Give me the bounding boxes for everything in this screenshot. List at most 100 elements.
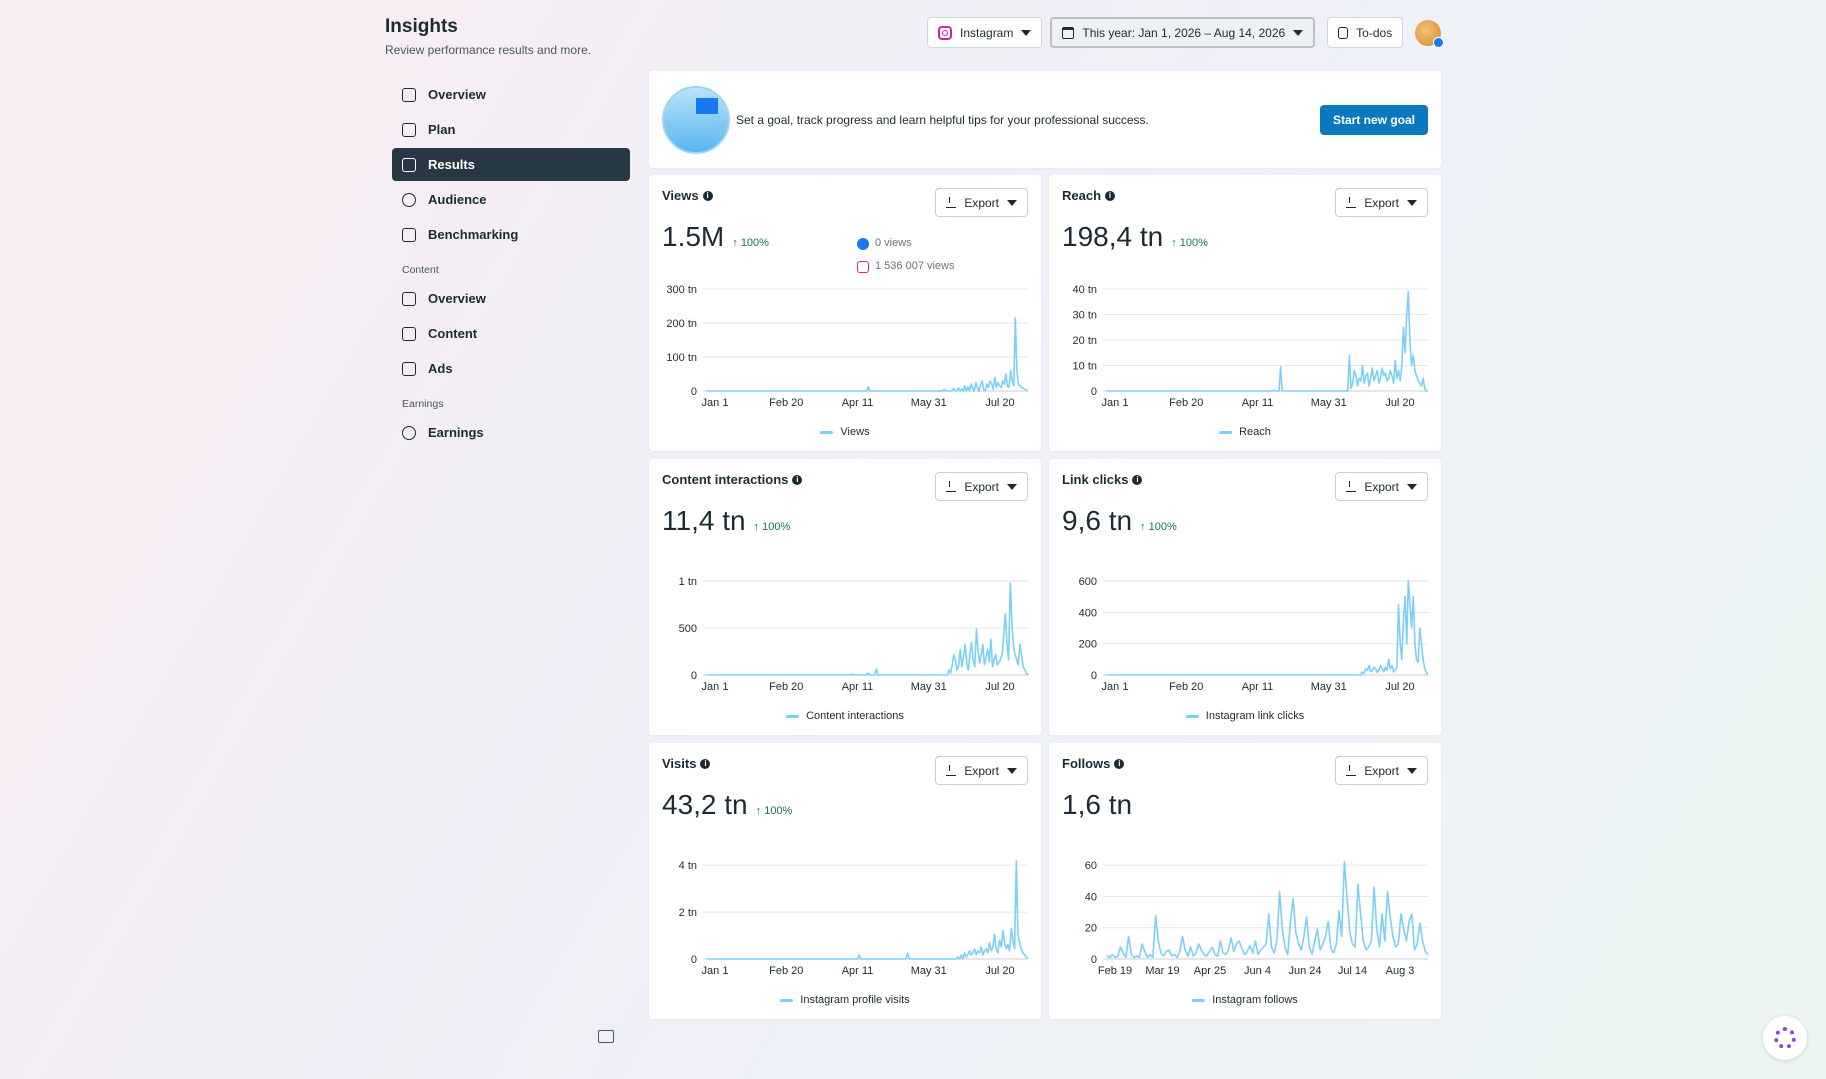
chevron-down-icon <box>1407 767 1417 774</box>
export-button[interactable]: Export <box>1335 188 1428 217</box>
chart-legend: Instagram link clicks <box>1049 710 1441 722</box>
y-tick-label: 100 tn <box>666 352 697 364</box>
export-label: Export <box>1364 763 1399 778</box>
benchmarking-icon <box>402 227 416 242</box>
goal-text: Set a goal, track progress and learn hel… <box>736 112 1149 127</box>
sidebar-item-content-overview[interactable]: Overview <box>392 282 630 315</box>
link-clicks-chart: 0 200 400 600 Jan 1 Feb 20 Apr 11 May 31 Jul 20 <box>1079 576 1429 693</box>
x-tick-label: Apr 11 <box>842 397 874 409</box>
chevron-down-icon <box>1007 483 1017 490</box>
flag-icon <box>696 97 718 114</box>
export-button[interactable]: Export <box>1335 756 1428 785</box>
x-tick-label: Jul 20 <box>985 681 1014 693</box>
facebook-icon <box>857 237 869 250</box>
y-tick-label: 0 <box>1091 670 1097 682</box>
chart-legend: Instagram profile visits <box>649 994 1041 1006</box>
x-tick-label: Apr 25 <box>1194 965 1226 977</box>
dollar-icon <box>402 425 416 440</box>
sidebar-item-ads[interactable]: Ads <box>392 352 630 385</box>
chart-legend: Instagram follows <box>1049 994 1441 1006</box>
info-icon[interactable]: i <box>1105 190 1116 201</box>
download-icon <box>1346 480 1357 492</box>
x-tick-label: May 31 <box>911 397 947 409</box>
x-tick-label: Jan 1 <box>702 397 729 409</box>
chart-legend: Content interactions <box>649 710 1041 722</box>
x-tick-label: Jul 20 <box>985 397 1014 409</box>
y-tick-label: 200 <box>1079 639 1097 651</box>
y-tick-label: 2 tn <box>679 907 697 919</box>
todos-button[interactable]: To-dos <box>1327 17 1404 48</box>
x-tick-label: May 31 <box>1311 681 1347 693</box>
x-tick-label: Jul 14 <box>1338 965 1367 977</box>
series-line <box>1106 860 1429 959</box>
export-button[interactable]: Export <box>935 188 1028 217</box>
avatar[interactable] <box>1415 19 1445 48</box>
x-tick-label: Jun 4 <box>1244 965 1271 977</box>
goal-banner: Set a goal, track progress and learn hel… <box>649 71 1441 168</box>
chart-legend: Reach <box>1049 426 1441 438</box>
y-tick-label: 300 tn <box>666 284 697 296</box>
reach-chart: 0 10 tn 20 tn 30 tn 40 tn Jan 1 Feb 20 Apr 11 Ma… <box>1073 284 1428 409</box>
x-tick-label: Jan 1 <box>702 681 729 693</box>
platform-selector[interactable]: Instagram <box>927 17 1043 48</box>
legend-label: Views <box>840 426 870 438</box>
info-icon[interactable]: i <box>702 190 713 201</box>
metric-delta: 100% <box>732 237 769 249</box>
date-range-selector[interactable]: This year: Jan 1, 2026 – Aug 14, 2026 <box>1050 17 1316 48</box>
legend-label: Reach <box>1239 426 1271 438</box>
x-tick-label: Feb 20 <box>769 681 803 693</box>
info-icon[interactable]: i <box>700 758 711 769</box>
start-new-goal-button[interactable]: Start new goal <box>1319 104 1428 135</box>
series-line <box>707 582 1029 676</box>
x-tick-label: Jan 1 <box>1102 397 1129 409</box>
x-tick-label: Mar 19 <box>1145 965 1179 977</box>
metric-card-visits: 0 2 tn 4 tn Jan 1 Feb 20 Apr 11 May 31 Jul 20 V… <box>649 743 1041 1019</box>
instagram-icon <box>938 25 952 40</box>
metric-value: 11,4 tn <box>662 505 746 536</box>
chevron-down-icon <box>1007 767 1017 774</box>
y-tick-label: 600 <box>1079 576 1097 588</box>
sidebar-item-audience[interactable]: Audience <box>392 183 630 216</box>
results-icon <box>402 157 416 172</box>
sidebar-item-benchmarking[interactable]: Benchmarking <box>392 218 630 251</box>
assistant-icon <box>1774 1027 1796 1049</box>
metric-value: 9,6 tn <box>1062 505 1133 536</box>
x-tick-label: Jan 1 <box>1102 681 1129 693</box>
download-icon <box>946 480 957 492</box>
export-button[interactable]: Export <box>1335 472 1428 501</box>
x-tick-label: Aug 3 <box>1386 965 1415 977</box>
sidebar-item-label: Earnings <box>428 425 484 440</box>
page-title: Insights <box>385 16 458 37</box>
download-icon <box>1346 196 1357 208</box>
y-tick-label: 200 tn <box>666 318 697 330</box>
x-tick-label: Feb 20 <box>769 397 803 409</box>
info-icon[interactable]: i <box>792 474 803 485</box>
legend-swatch <box>786 714 800 718</box>
facebook-badge-icon <box>1433 36 1445 48</box>
sidebar-item-overview[interactable]: Overview <box>392 78 630 111</box>
sidebar-item-content[interactable]: Content <box>392 317 630 350</box>
export-label: Export <box>1364 479 1399 494</box>
sidebar-item-earnings[interactable]: Earnings <box>392 416 630 449</box>
card-title: Follows i <box>1062 756 1428 771</box>
main-content: Set a goal, track progress and learn hel… <box>649 71 1441 1019</box>
sidebar-item-results[interactable]: Results <box>392 148 630 181</box>
assistant-button[interactable] <box>1763 1016 1807 1060</box>
export-button[interactable]: Export <box>935 756 1028 785</box>
card-title: Content interactions i <box>662 472 1028 487</box>
todos-icon <box>1338 26 1349 39</box>
info-icon[interactable]: i <box>1132 474 1143 485</box>
visits-chart: 0 2 tn 4 tn Jan 1 Feb 20 Apr 11 May 31 Jul 20 <box>679 860 1029 977</box>
legend-swatch <box>1185 714 1199 718</box>
export-label: Export <box>1364 195 1399 210</box>
info-icon[interactable]: i <box>1114 758 1125 769</box>
x-tick-label: Jul 20 <box>985 965 1014 977</box>
collapse-sidebar-icon[interactable] <box>598 1030 614 1043</box>
sidebar-item-plan[interactable]: Plan <box>392 113 630 146</box>
sidebar: Overview Plan Results Audience Benchmark… <box>392 78 630 451</box>
metric-delta: 100% <box>1140 521 1177 533</box>
export-button[interactable]: Export <box>935 472 1028 501</box>
metric-delta: 100% <box>754 521 790 533</box>
x-tick-label: Apr 11 <box>1242 681 1274 693</box>
x-tick-label: Apr 11 <box>842 965 874 977</box>
